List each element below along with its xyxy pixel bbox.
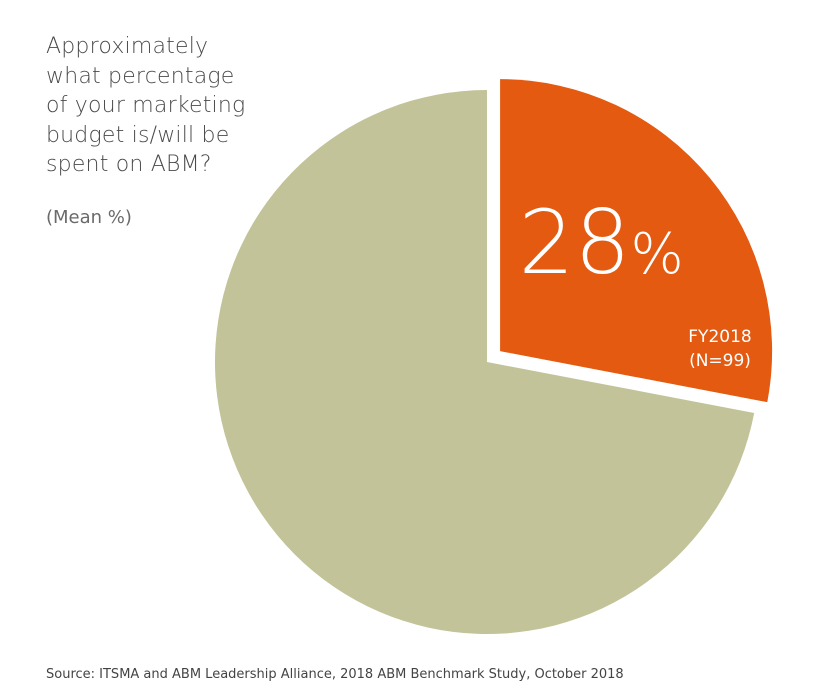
question-line: what percentage	[46, 63, 235, 89]
source-note: Source: ITSMA and ABM Leadership Allianc…	[46, 667, 624, 682]
measure-label: (Mean %)	[46, 207, 132, 228]
question-line: Approximately	[46, 34, 209, 59]
slice-category-label: FY2018	[688, 327, 751, 347]
pie-slice-highlight	[500, 79, 773, 403]
question-line: spent on ABM?	[46, 152, 212, 177]
pie-chart: 28% FY2018 (N=99)	[214, 79, 773, 635]
question-line: of your marketing	[46, 93, 246, 118]
slice-value-label: 28%	[518, 191, 683, 294]
chart-question: Approximately what percentage of your ma…	[46, 32, 286, 180]
slice-category-label: (N=99)	[689, 351, 751, 371]
pie-slice-remainder	[214, 90, 755, 635]
question-line: budget is/will be	[46, 122, 230, 148]
